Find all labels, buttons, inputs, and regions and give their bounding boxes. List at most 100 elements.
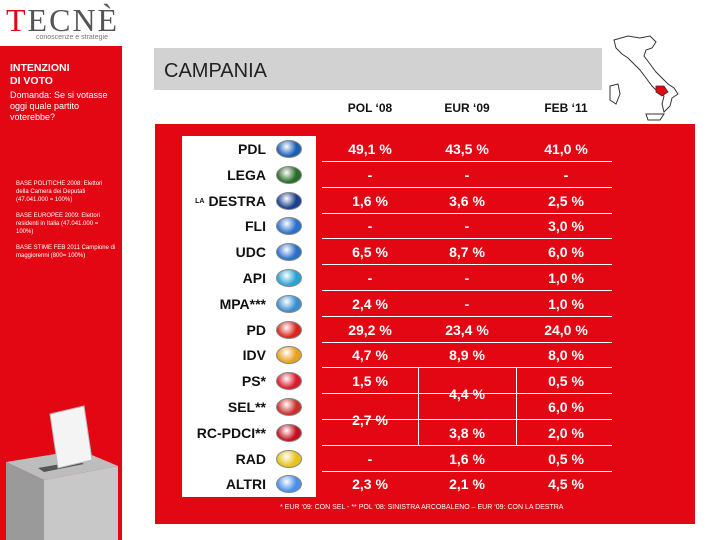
column-header-feb11: FEB ‘11 [544, 101, 588, 115]
column-header-eur09: EUR ‘09 [444, 101, 490, 115]
value-pol08-2: 1,6 % [352, 192, 388, 209]
value-eur09-2: 3,6 % [449, 192, 485, 209]
row-divider [322, 289, 612, 291]
party-label: MPA*** [219, 295, 266, 312]
party-name-7: PD [182, 322, 266, 338]
italy-map-icon [609, 35, 679, 121]
column-header-pol08: POL ‘08 [347, 101, 393, 115]
party-prefix: LA [195, 197, 205, 205]
party-label: IDV [242, 347, 266, 364]
party-name-5: API [182, 270, 266, 286]
row-divider [322, 367, 612, 369]
value-pol08-13: 2,3 % [352, 476, 388, 493]
value-feb11-8: 8,0 % [548, 347, 584, 364]
party-name-13: ALTRI [182, 476, 266, 492]
party-logo-icon [276, 320, 302, 339]
merged-cell-border [516, 368, 517, 446]
row-divider [322, 212, 612, 214]
party-name-11: RC-PDCI** [182, 425, 266, 441]
value-pol08-7: 29,2 % [348, 321, 392, 338]
party-name-0: PDL [182, 141, 266, 157]
party-logo-icon [276, 294, 302, 313]
row-divider [322, 264, 612, 266]
party-name-12: RAD [182, 451, 266, 467]
party-logo-icon [276, 269, 302, 287]
value-pol08-8: 4,7 % [352, 347, 388, 364]
party-logo-icon [276, 449, 302, 468]
base-politiche: BASE POLITICHE 2008: Elettori della Came… [16, 181, 103, 203]
party-label: PD [246, 321, 266, 338]
base-stime: BASE STIME FEB 2011 Campione di maggiore… [16, 245, 116, 259]
value-feb11-12: 0,5 % [548, 450, 584, 467]
value-pol08-6: 2,4 % [352, 295, 388, 312]
value-eur09-4: 8,7 % [449, 244, 485, 261]
row-divider [322, 186, 612, 188]
sidebar-question: Domanda: Se si votasse oggi quale partit… [10, 90, 108, 122]
value-pol08-12: - [367, 450, 373, 467]
value-eur09-6: - [464, 295, 470, 312]
value-feb11-6: 1,0 % [548, 295, 584, 312]
value-pol08-9: 1,5 % [352, 373, 388, 390]
region-header-bar: CAMPANIA [154, 48, 602, 90]
party-name-6: MPA*** [182, 296, 266, 312]
value-eur09-13: 2,1 % [449, 476, 485, 493]
value-feb11-3: 3,0 % [548, 218, 584, 235]
value-pol08-3: - [367, 218, 373, 235]
value-feb11-0: 41,0 % [544, 141, 588, 157]
value-feb11-13: 4,5 % [548, 476, 584, 493]
logo-letter-t: T [6, 2, 28, 38]
party-label: PDL [238, 141, 266, 157]
row-divider [322, 238, 612, 240]
row-divider [322, 315, 612, 317]
party-label: LEGA [227, 166, 266, 183]
value-eur09-3: - [464, 218, 470, 235]
value-eur09-11: 3,8 % [449, 424, 485, 441]
sidebar-bases: BASE POLITICHE 2008: Elettori della Came… [16, 180, 116, 268]
party-logo-icon [276, 140, 302, 158]
party-label: RAD [235, 450, 266, 467]
value-feb11-7: 24,0 % [544, 321, 588, 338]
logo-tagline: conoscenze e strategie [36, 34, 108, 41]
party-name-1: LEGA [182, 167, 266, 183]
value-feb11-1: - [563, 166, 569, 183]
value-pol08-1: - [367, 166, 373, 183]
party-name-2: LA DESTRA [182, 193, 266, 210]
value-feb11-11: 2,0 % [548, 424, 584, 441]
party-name-10: SEL** [182, 399, 266, 415]
merged-cell-border [418, 368, 419, 446]
party-logo-icon [276, 217, 302, 236]
party-name-4: UDC [182, 244, 266, 260]
value-eur09-0: 43,5 % [445, 141, 489, 157]
value-feb11-4: 6,0 % [548, 244, 584, 261]
party-label: FLI [245, 218, 266, 235]
row-divider [322, 444, 612, 446]
value-pol08-merged: 2,7 % [352, 411, 388, 428]
party-label: DESTRA [208, 192, 266, 209]
value-eur09-5: - [464, 270, 470, 286]
value-feb11-9: 0,5 % [548, 373, 584, 390]
parties-column [182, 136, 316, 497]
value-feb11-5: 1,0 % [548, 270, 584, 286]
value-eur09-1: - [464, 166, 470, 183]
sidebar-title: INTENZIONI DI VOTO [10, 62, 70, 88]
value-pol08-4: 6,5 % [352, 244, 388, 261]
value-eur09-12: 1,6 % [449, 450, 485, 467]
party-label: PS* [241, 373, 266, 390]
footnote: * EUR ‘09: CON SEL - ** POL ‘08: SINISTR… [280, 504, 564, 511]
party-logo-icon [276, 243, 302, 262]
region-title: CAMPANIA [164, 60, 267, 82]
row-divider [322, 418, 612, 420]
row-divider [322, 160, 612, 162]
row-divider [322, 341, 612, 343]
party-logo-icon [276, 475, 302, 494]
party-name-9: PS* [182, 373, 266, 389]
sidebar-title-line1: INTENZIONI [10, 62, 70, 74]
party-label: RC-PDCI** [196, 424, 266, 441]
party-logo-icon [276, 423, 302, 442]
sidebar-title-line2: DI VOTO [10, 75, 53, 87]
value-pol08-0: 49,1 % [348, 141, 392, 157]
party-label: UDC [235, 244, 266, 261]
tecne-logo: TECNÈ conoscenze e strategie [6, 4, 166, 44]
value-pol08-5: - [367, 270, 373, 286]
logo-wordmark: ECNÈ [27, 2, 120, 38]
